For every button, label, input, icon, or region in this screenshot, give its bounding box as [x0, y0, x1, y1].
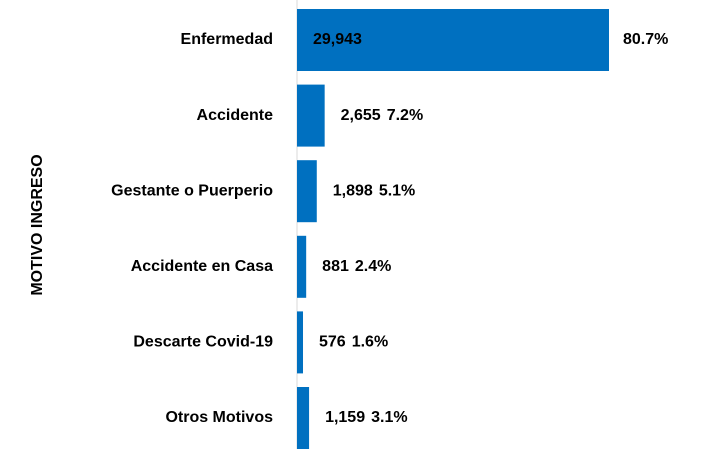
category-label: Otros Motivos	[165, 409, 273, 426]
bar	[297, 160, 317, 223]
percentage-label: 5.1%	[379, 182, 415, 199]
category-label: Gestante o Puerperio	[111, 182, 273, 199]
bar	[297, 311, 304, 374]
percentage-label: 2.4%	[355, 258, 391, 275]
category-label: Accidente	[197, 107, 274, 124]
value-label: 576	[319, 334, 346, 351]
bar	[297, 84, 325, 147]
percentage-label: 80.7%	[623, 31, 668, 48]
percentage-label: 7.2%	[387, 107, 423, 124]
value-label: 1,159	[325, 409, 365, 426]
value-label: 1,898	[333, 182, 373, 199]
category-label: Descarte Covid-19	[133, 334, 273, 351]
category-label: Accidente en Casa	[131, 258, 273, 275]
value-label: 2,655	[341, 107, 381, 124]
percentage-label: 1.6%	[352, 334, 388, 351]
value-label: 881	[322, 258, 349, 275]
percentage-label: 3.1%	[371, 409, 407, 426]
value-label: 29,943	[313, 31, 362, 48]
category-label: Enfermedad	[181, 31, 273, 48]
bar	[297, 9, 609, 71]
bar	[297, 387, 310, 449]
y-axis-label: MOTIVO INGRESO	[29, 154, 46, 295]
bar	[297, 235, 307, 298]
